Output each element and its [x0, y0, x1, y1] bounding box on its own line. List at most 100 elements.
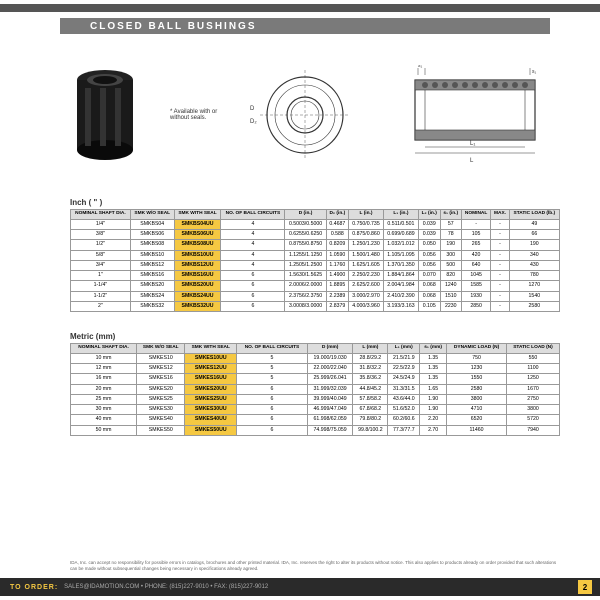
cell: 0.039 [418, 229, 440, 239]
table-row: 40 mmSMKES40SMKES40UU661.998/62.05979.8/… [71, 415, 560, 425]
cell: 4.000/3.960 [349, 301, 384, 311]
cell: SMKBS16UU [174, 271, 221, 281]
cell: 2.0006/2.0000 [285, 281, 326, 291]
svg-text:s₁: s₁ [532, 69, 537, 75]
cell: 61.998/62.059 [307, 415, 352, 425]
cell: 57.8/58.2 [353, 394, 388, 404]
cell: 340 [509, 250, 559, 260]
cell: 2.70 [420, 425, 447, 435]
cell: 7940 [506, 425, 559, 435]
col-header: SMK WITH SEAL [185, 344, 237, 354]
col-header: NOMINAL [461, 210, 490, 220]
cell: 24.5/24.9 [388, 374, 420, 384]
cell: SMKBS08 [130, 240, 174, 250]
svg-text:L₁: L₁ [470, 141, 475, 147]
cell: 2.625/2.600 [349, 281, 384, 291]
cell: 820 [440, 271, 461, 281]
cell: 2580 [509, 301, 559, 311]
table-row: 50 mmSMKES50SMKES50UU674.998/75.05999.8/… [71, 425, 560, 435]
cell: 1.370/1.350 [383, 260, 418, 270]
cell: 1.35 [420, 374, 447, 384]
cell: SMKES40 [137, 415, 185, 425]
cell: 0.750/0.735 [349, 219, 384, 229]
cell: 1.105/1.095 [383, 250, 418, 260]
cell: 77.3/77.7 [388, 425, 420, 435]
cell: 500 [440, 260, 461, 270]
cell: 22.5/22.9 [388, 363, 420, 373]
cell: 1230 [447, 363, 507, 373]
cell: 1550 [447, 374, 507, 384]
cell: 0.070 [418, 271, 440, 281]
cell: 5 [237, 353, 308, 363]
cell: SMKBS06UU [174, 229, 221, 239]
cell: - [491, 291, 509, 301]
col-header: SMK W/O SEAL [130, 210, 174, 220]
cell: 1670 [506, 384, 559, 394]
col-header: D (mm) [307, 344, 352, 354]
page-title: CLOSED BALL BUSHINGS [90, 21, 257, 32]
col-header: STATIC LOAD (N) [506, 344, 559, 354]
col-header: L₁ (mm) [388, 344, 420, 354]
svg-text:D: D [250, 106, 255, 112]
table-row: 1-1/2"SMKBS24SMKBS24UU62.3756/2.37502.23… [71, 291, 560, 301]
cell: 2850 [461, 301, 490, 311]
cell: 3/4" [71, 260, 131, 270]
cell: 1250 [506, 374, 559, 384]
cell: - [491, 250, 509, 260]
cell: 1045 [461, 271, 490, 281]
cell: 1.500/1.480 [349, 250, 384, 260]
cell: 44.8/45.2 [353, 384, 388, 394]
metric-label: Metric (mm) [70, 332, 560, 341]
cell: SMKES12 [137, 363, 185, 373]
footer-contact: SALES@IDAMOTION.COM • PHONE: (815)227-90… [64, 584, 268, 590]
cell: 0.875/0.860 [349, 229, 384, 239]
cell: SMKES20UU [185, 384, 237, 394]
cell: 0.8209 [326, 240, 348, 250]
cell: 1.1760 [326, 260, 348, 270]
cell: SMKES50 [137, 425, 185, 435]
col-header: L₁ (in.) [383, 210, 418, 220]
cell: 6 [237, 394, 308, 404]
cell: 60.2/60.6 [388, 415, 420, 425]
cell: 0.056 [418, 260, 440, 270]
cell: - [491, 219, 509, 229]
cell: 1.1255/1.1250 [285, 250, 326, 260]
cell: 640 [461, 260, 490, 270]
cell: 0.588 [326, 229, 348, 239]
header-band: CLOSED BALL BUSHINGS [60, 18, 550, 34]
table-row: 2"SMKBS32SMKBS32UU63.0008/3.00002.83794.… [71, 301, 560, 311]
cell: 12 mm [71, 363, 137, 373]
cell: SMKES10 [137, 353, 185, 363]
cell: 5 [237, 374, 308, 384]
cell: 19.000/19.030 [307, 353, 352, 363]
cell: 2" [71, 301, 131, 311]
cell: 1270 [509, 281, 559, 291]
cell: 1930 [461, 291, 490, 301]
cell: 4 [221, 229, 285, 239]
col-header: D₂ (in.) [326, 210, 348, 220]
cell: SMKBS32UU [174, 301, 221, 311]
cell: 31.3/31.5 [388, 384, 420, 394]
cell: 28.8/29.2 [353, 353, 388, 363]
cell: 3.193/3.163 [383, 301, 418, 311]
cell: 1.625/1.605 [349, 260, 384, 270]
cell: 21.5/21.9 [388, 353, 420, 363]
cell: 1510 [440, 291, 461, 301]
cell: 4 [221, 260, 285, 270]
cell: 31.8/32.2 [353, 363, 388, 373]
cell: SMKES30UU [185, 405, 237, 415]
cell: 1.4900 [326, 271, 348, 281]
cell: 0.4687 [326, 219, 348, 229]
cell: 3.0008/3.0000 [285, 301, 326, 311]
cell: 1.35 [420, 353, 447, 363]
svg-text:s₁: s₁ [418, 65, 423, 69]
cell: 6 [237, 384, 308, 394]
cell: SMKBS10 [130, 250, 174, 260]
cell: 1540 [509, 291, 559, 301]
cell: 1.032/1.012 [383, 240, 418, 250]
cell: 550 [506, 353, 559, 363]
cell: 0.068 [418, 291, 440, 301]
cell: 30 mm [71, 405, 137, 415]
cell: 1.65 [420, 384, 447, 394]
footer-order-label: TO ORDER: [10, 584, 58, 591]
